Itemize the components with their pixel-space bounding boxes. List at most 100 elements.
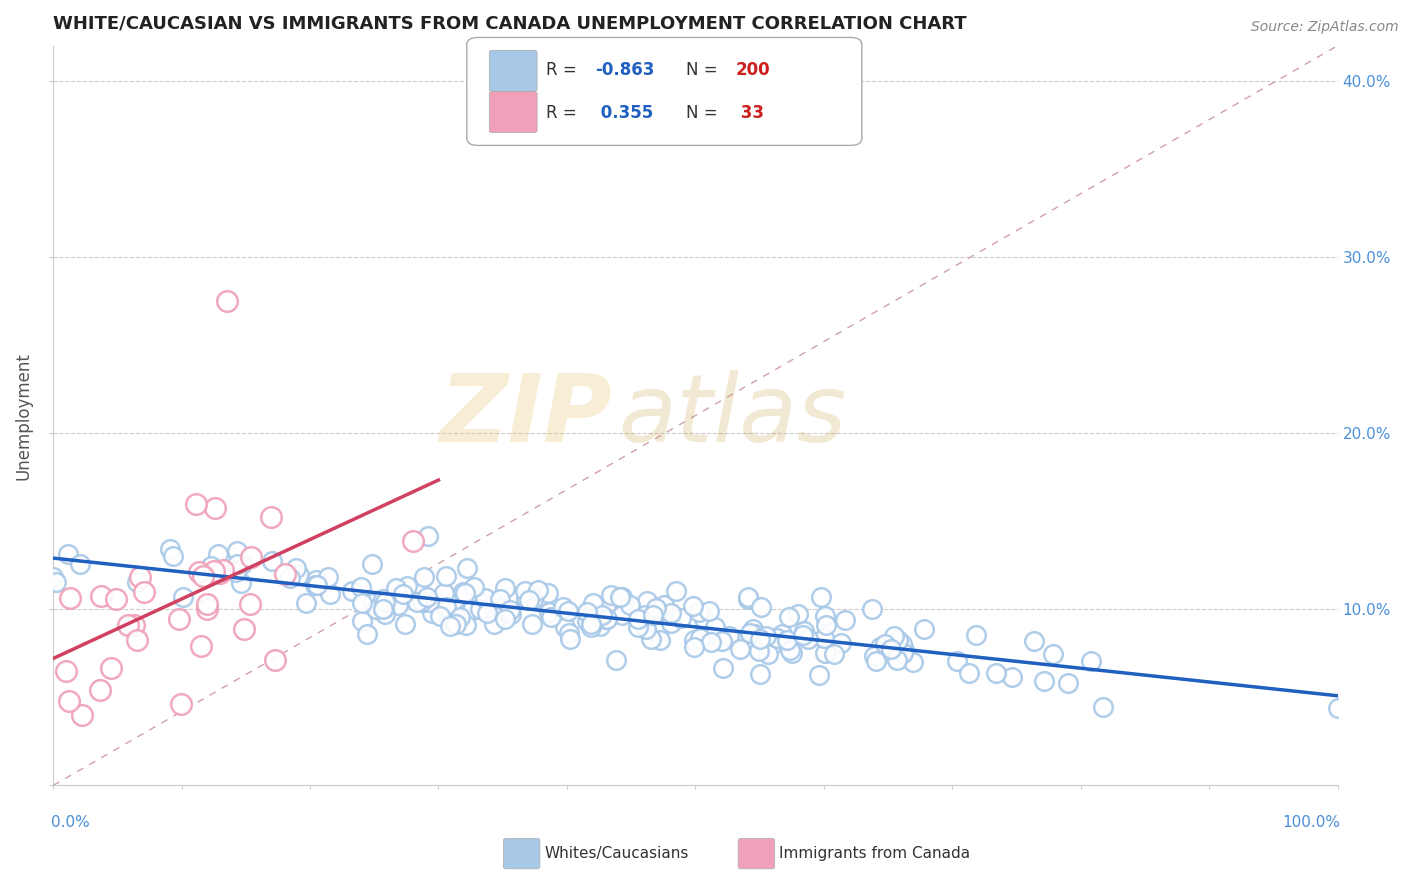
Point [741,623,763,637]
Point [125,633,148,648]
Text: 200: 200 [735,61,770,78]
Point [209,566,232,580]
Point [387,598,409,612]
Point [875,637,897,651]
Point [744,627,766,641]
Point [240,549,263,564]
Point [515,591,537,606]
Point [499,607,522,621]
Point [728,641,751,656]
Point [659,606,682,620]
Point [717,629,740,643]
Point [636,594,658,608]
Point [538,605,561,619]
Point [127,575,149,590]
Point [740,625,762,640]
Point [454,586,477,600]
Point [494,612,516,626]
Point [659,615,682,630]
Point [1022,634,1045,648]
Point [499,591,522,605]
Point [558,632,581,646]
Point [418,529,440,543]
Point [307,578,329,592]
Text: WHITE/CAUCASIAN VS IMMIGRANTS FROM CANADA UNEMPLOYMENT CORRELATION CHART: WHITE/CAUCASIAN VS IMMIGRANTS FROM CANAD… [53,15,967,33]
Point [778,610,800,624]
Text: R =: R = [546,104,582,122]
Point [474,591,496,606]
Point [711,661,734,675]
Point [880,641,903,656]
Point [1092,700,1115,714]
Point [554,619,576,633]
Point [374,595,396,609]
Point [195,598,218,612]
Point [776,632,799,647]
Point [697,604,720,618]
Point [366,602,388,616]
Point [371,592,394,607]
Point [648,617,671,632]
Text: ZIP: ZIP [439,369,612,461]
Point [395,579,418,593]
Point [595,612,617,626]
Point [484,602,506,616]
Point [814,618,837,632]
Text: 0.0%: 0.0% [51,815,90,830]
Point [796,632,818,647]
Point [492,606,515,620]
Point [605,653,627,667]
Point [645,601,668,615]
Point [591,608,613,623]
Point [305,573,328,587]
Point [671,611,693,625]
Point [278,571,301,585]
Point [457,605,479,619]
Point [808,668,831,682]
Text: R =: R = [546,61,582,78]
Point [710,633,733,648]
Point [765,631,787,645]
Point [429,609,451,624]
Point [862,648,884,663]
Point [693,629,716,643]
Point [460,603,482,617]
Point [887,633,910,648]
Text: Whites/Caucasians: Whites/Caucasians [544,847,689,861]
Point [1326,700,1348,714]
Point [578,612,600,626]
Text: N =: N = [686,104,723,122]
Point [634,622,657,636]
Point [215,294,238,309]
Point [830,636,852,650]
Point [197,602,219,616]
Point [683,640,706,654]
Point [129,570,152,584]
Point [316,570,339,584]
Point [100,660,122,674]
Point [105,592,128,607]
Point [463,580,485,594]
Point [600,588,623,602]
Point [912,622,935,636]
Point [823,648,845,662]
Point [557,625,579,640]
Point [814,609,837,624]
Point [273,567,295,582]
Point [834,613,856,627]
Point [58,694,80,708]
Point [449,609,471,624]
Point [1042,647,1064,661]
Point [869,640,891,655]
Point [640,632,662,646]
Point [891,637,914,651]
Point [260,509,283,524]
Point [420,607,443,621]
Point [1033,673,1056,688]
Text: Immigrants from Canada: Immigrants from Canada [779,847,970,861]
Point [55,665,77,679]
Point [231,558,253,572]
Point [374,607,396,621]
Text: atlas: atlas [619,370,846,461]
Point [162,549,184,563]
